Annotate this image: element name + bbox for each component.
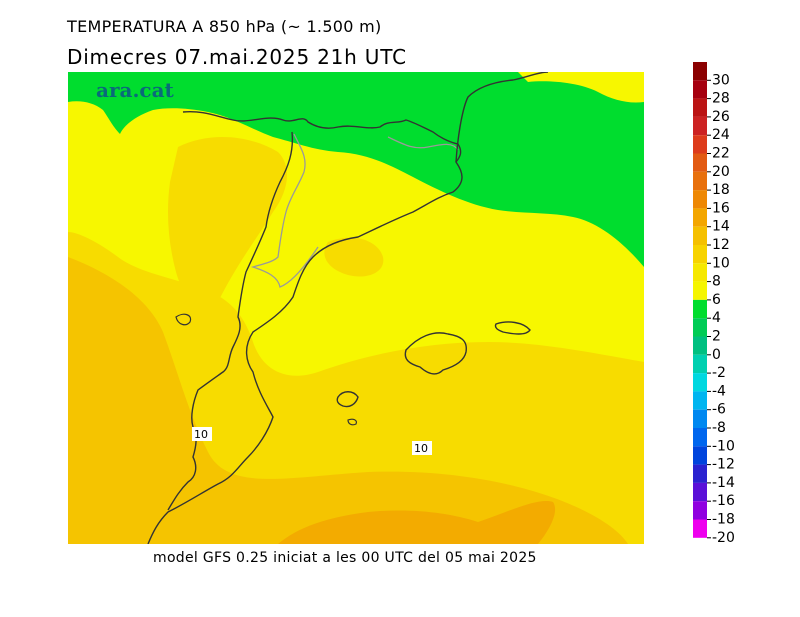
scale-swatch <box>693 80 707 99</box>
scale-swatch <box>693 208 707 227</box>
scale-label: 6 <box>712 292 721 308</box>
scale-label: 16 <box>712 200 730 216</box>
model-info-footer: model GFS 0.25 iniciat a les 00 UTC del … <box>153 550 537 566</box>
scale-swatch <box>693 263 707 282</box>
scale-swatch <box>693 171 707 191</box>
scale-swatch <box>693 519 707 538</box>
scale-label: -20 <box>712 530 735 546</box>
scale-label: 12 <box>712 237 730 253</box>
scale-label: 26 <box>712 109 730 125</box>
border-spain-inland <box>167 131 294 511</box>
scale-label: 10 <box>712 255 730 271</box>
scale-swatch <box>693 299 707 319</box>
temp-area-patch-ebro <box>324 237 384 277</box>
border-inner-lake <box>175 313 192 326</box>
scale-label: -4 <box>712 383 726 399</box>
contour-label-west-text: 10 <box>194 428 208 441</box>
contour-label-south-text: 10 <box>414 442 428 455</box>
scale-swatch <box>693 226 707 245</box>
scale-label: 8 <box>712 274 721 290</box>
scale-label: -2 <box>712 365 726 381</box>
scale-label: 24 <box>712 127 730 143</box>
border-france-north <box>455 72 549 163</box>
scale-swatch <box>693 373 707 392</box>
scale-swatch <box>693 98 707 117</box>
scale-label: -12 <box>712 457 735 473</box>
temp-area-patch-north <box>168 136 288 308</box>
scale-swatch <box>693 409 707 428</box>
scale-swatch <box>693 190 707 209</box>
scale-swatch <box>693 464 707 483</box>
coastline-border <box>147 110 463 544</box>
scale-swatch <box>693 446 707 465</box>
contour-label-south: 10 <box>412 441 432 455</box>
region-inner-border-east <box>387 136 459 151</box>
temp-area-green-patch <box>518 72 644 103</box>
scale-swatch <box>693 501 707 520</box>
scale-label: 30 <box>712 72 730 88</box>
scale-label: 28 <box>712 91 730 107</box>
scale-label: -6 <box>712 402 726 418</box>
scale-label: -14 <box>712 475 735 491</box>
scale-label: 2 <box>712 329 721 345</box>
scale-label: 18 <box>712 182 730 198</box>
contour-label-west: 10 <box>192 427 212 441</box>
island-ibiza <box>336 391 359 408</box>
scale-label: 4 <box>712 310 721 326</box>
temp-area-dark-orange <box>278 501 556 544</box>
scale-label: -10 <box>712 438 735 454</box>
scale-label: 14 <box>712 219 730 235</box>
island-mallorca <box>404 332 467 375</box>
map-title: TEMPERATURA A 850 hPa (~ 1.500 m) <box>67 17 382 36</box>
temperature-map: 10 10 ara.cat <box>68 72 644 544</box>
island-menorca <box>494 321 531 335</box>
ara-cat-logo: ara.cat <box>96 78 175 102</box>
scale-swatch <box>693 482 707 502</box>
region-inner-border <box>250 133 319 288</box>
scale-swatch <box>693 245 707 264</box>
scale-label: -8 <box>712 420 726 436</box>
scale-label: 20 <box>712 164 730 180</box>
scale-swatch <box>693 135 707 154</box>
scale-swatch <box>693 336 707 355</box>
scale-label: -16 <box>712 493 735 509</box>
scale-swatch <box>693 354 707 374</box>
scale-swatch <box>693 318 707 337</box>
scale-swatch <box>693 391 707 410</box>
scale-label: -18 <box>712 512 735 528</box>
temperature-color-scale: 302826242220181614121086420-2-4-6-8-10-1… <box>693 62 735 546</box>
scale-label: 22 <box>712 146 730 162</box>
island-formentera <box>347 418 358 426</box>
temp-area-green <box>68 72 644 267</box>
scale-swatch <box>693 281 707 300</box>
scale-swatch <box>693 116 707 136</box>
scale-swatch <box>693 153 707 172</box>
map-date: Dimecres 07.mai.2025 21h UTC <box>67 45 407 69</box>
scale-swatch <box>693 62 707 81</box>
scale-label: 0 <box>712 347 721 363</box>
scale-swatch <box>693 428 707 447</box>
